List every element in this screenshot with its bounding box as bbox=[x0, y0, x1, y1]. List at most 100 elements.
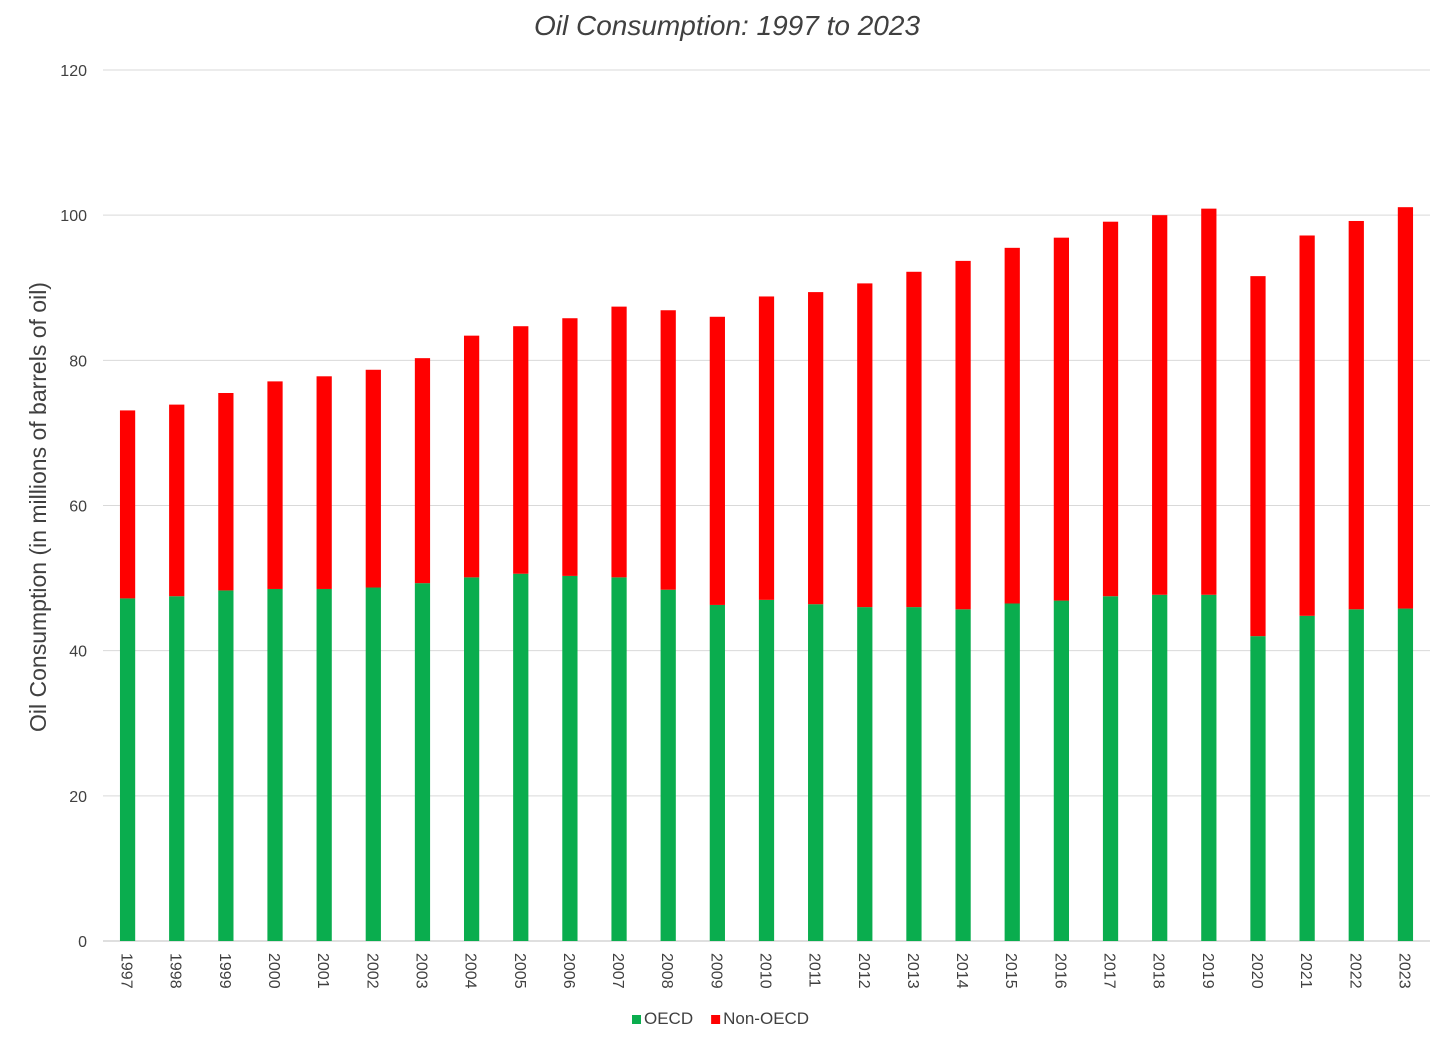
bar-non-oecd-2021 bbox=[1299, 235, 1315, 616]
bar-oecd-2021 bbox=[1299, 615, 1315, 941]
legend-swatch bbox=[632, 1015, 641, 1024]
bar-oecd-2011 bbox=[808, 604, 824, 941]
x-tick-label: 2017 bbox=[1101, 953, 1118, 989]
legend: OECD Non-OECD bbox=[632, 1009, 809, 1028]
legend-label: Non-OECD bbox=[723, 1009, 809, 1028]
x-tick-label: 2007 bbox=[609, 953, 626, 989]
y-tick-label: 100 bbox=[60, 208, 87, 225]
bar-non-oecd-2005 bbox=[513, 326, 529, 574]
bar-non-oecd-2000 bbox=[267, 381, 283, 589]
bar-non-oecd-2008 bbox=[660, 310, 676, 590]
bar-oecd-2010 bbox=[758, 599, 775, 941]
x-tick-label: 2020 bbox=[1248, 953, 1265, 989]
x-tick-label: 2010 bbox=[757, 953, 774, 989]
x-axis-ticks: 1997 1998 1999 2000 2001 2002 2003 2004 2005 2006… bbox=[118, 953, 1413, 989]
bar-oecd-2016 bbox=[1053, 600, 1070, 941]
bar-non-oecd-2003 bbox=[414, 358, 431, 584]
bar-oecd-2023 bbox=[1397, 608, 1414, 941]
bar-non-oecd-2012 bbox=[857, 283, 873, 608]
bar-oecd-2017 bbox=[1102, 596, 1119, 941]
x-tick-label: 2005 bbox=[511, 953, 528, 989]
y-tick-label: 60 bbox=[69, 499, 87, 516]
bar-oecd-2008 bbox=[660, 589, 676, 941]
y-tick-label: 0 bbox=[78, 934, 87, 951]
x-tick-label: 2001 bbox=[314, 953, 331, 989]
bar-oecd-2003 bbox=[414, 583, 431, 941]
bar-non-oecd-2009 bbox=[709, 316, 725, 605]
x-tick-label: 2004 bbox=[462, 953, 479, 989]
x-tick-label: 2011 bbox=[806, 953, 823, 988]
bar-oecd-2005 bbox=[513, 573, 529, 941]
bar-oecd-2007 bbox=[611, 577, 627, 941]
bar-non-oecd-2020 bbox=[1250, 276, 1266, 637]
bar-non-oecd-1998 bbox=[169, 404, 185, 597]
x-tick-label: 2014 bbox=[953, 953, 970, 989]
bar-non-oecd-1999 bbox=[218, 392, 234, 591]
x-tick-label: 2002 bbox=[363, 953, 380, 989]
bar-oecd-2009 bbox=[709, 604, 725, 941]
x-tick-label: 2006 bbox=[560, 953, 577, 989]
bar-non-oecd-2011 bbox=[808, 292, 824, 605]
bar-non-oecd-2022 bbox=[1348, 220, 1364, 610]
x-tick-label: 1997 bbox=[118, 953, 135, 989]
x-tick-label: 2008 bbox=[658, 953, 675, 989]
bar-non-oecd-2023 bbox=[1397, 207, 1414, 609]
bar-non-oecd-2010 bbox=[758, 296, 775, 600]
x-tick-label: 2009 bbox=[707, 953, 724, 989]
bar-oecd-2001 bbox=[316, 588, 332, 941]
x-tick-label: 2023 bbox=[1395, 953, 1412, 989]
x-tick-label: 1999 bbox=[216, 953, 233, 989]
x-tick-label: 1998 bbox=[167, 953, 184, 989]
bar-non-oecd-2013 bbox=[906, 271, 922, 608]
x-tick-label: 2000 bbox=[265, 953, 282, 989]
bar-oecd-2015 bbox=[1004, 603, 1020, 941]
bar-oecd-2022 bbox=[1348, 609, 1364, 941]
bar-non-oecd-1997 bbox=[119, 410, 136, 599]
x-tick-label: 2013 bbox=[904, 953, 921, 989]
bar-oecd-1998 bbox=[169, 596, 185, 941]
legend-swatch bbox=[711, 1015, 721, 1024]
x-tick-label: 2022 bbox=[1346, 953, 1363, 989]
bar-non-oecd-2002 bbox=[365, 369, 381, 588]
bar-non-oecd-2015 bbox=[1004, 247, 1020, 604]
bar-non-oecd-2018 bbox=[1152, 215, 1168, 595]
y-tick-label: 40 bbox=[69, 644, 87, 661]
bar-oecd-2000 bbox=[267, 588, 283, 941]
bar-oecd-2013 bbox=[906, 607, 922, 941]
bar-oecd-2002 bbox=[365, 587, 381, 941]
bar-non-oecd-2004 bbox=[463, 335, 480, 578]
legend-label: OECD bbox=[644, 1009, 693, 1028]
bar-oecd-2014 bbox=[955, 609, 971, 941]
bar-oecd-2019 bbox=[1201, 594, 1217, 941]
bar-non-oecd-2014 bbox=[955, 260, 971, 610]
bar-non-oecd-2017 bbox=[1102, 221, 1119, 597]
bar-oecd-2012 bbox=[857, 607, 873, 941]
bar-oecd-2018 bbox=[1152, 594, 1168, 941]
bar-non-oecd-2007 bbox=[611, 306, 627, 578]
y-tick-label: 80 bbox=[69, 353, 87, 370]
bars bbox=[119, 207, 1414, 941]
x-tick-label: 2003 bbox=[412, 953, 429, 989]
bar-oecd-1997 bbox=[119, 598, 136, 941]
chart-title: Oil Consumption: 1997 to 2023 bbox=[534, 10, 920, 41]
bar-oecd-1999 bbox=[218, 590, 234, 941]
y-axis-label: Oil Consumption (in millions of barrels … bbox=[25, 282, 51, 732]
x-tick-label: 2012 bbox=[855, 953, 872, 989]
y-tick-label: 120 bbox=[60, 63, 87, 80]
x-tick-label: 2019 bbox=[1199, 953, 1216, 989]
bar-oecd-2004 bbox=[463, 577, 480, 941]
y-axis-ticks: 0 20 40 60 80 100 120 bbox=[60, 63, 87, 951]
x-tick-label: 2015 bbox=[1002, 953, 1019, 989]
bar-non-oecd-2016 bbox=[1053, 237, 1070, 601]
x-tick-label: 2018 bbox=[1150, 953, 1167, 989]
bar-oecd-2020 bbox=[1250, 636, 1266, 941]
bar-oecd-2006 bbox=[562, 575, 578, 941]
x-tick-label: 2021 bbox=[1297, 953, 1314, 989]
bar-non-oecd-2006 bbox=[562, 318, 578, 576]
y-tick-label: 20 bbox=[69, 789, 87, 806]
bar-non-oecd-2019 bbox=[1201, 208, 1217, 595]
x-tick-label: 2016 bbox=[1051, 953, 1068, 989]
bar-non-oecd-2001 bbox=[316, 376, 332, 589]
